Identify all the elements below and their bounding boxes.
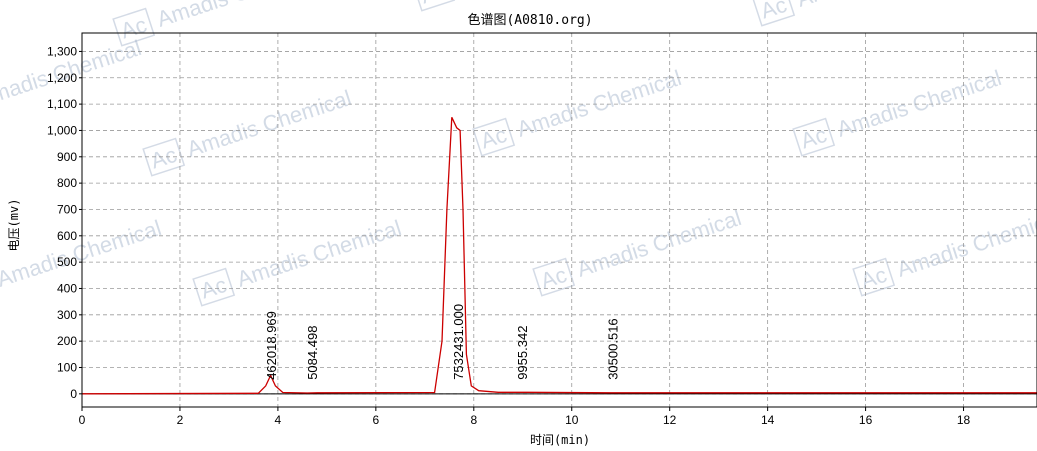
x-tick-label: 2 bbox=[177, 413, 184, 427]
series-layer bbox=[81, 117, 1037, 395]
x-tick-labels: 0 2 4 6 8 10 12 14 16 18 bbox=[79, 407, 971, 427]
x-tick-label: 18 bbox=[957, 413, 971, 427]
x-tick-label: 4 bbox=[275, 413, 282, 427]
x-tick-label: 10 bbox=[565, 413, 579, 427]
y-tick-label: 300 bbox=[57, 308, 77, 322]
watermark-logo-box bbox=[472, 117, 516, 157]
peak-area-label: 7532431.000 bbox=[451, 304, 466, 380]
watermark-text: Amadis Chemical bbox=[574, 205, 745, 282]
watermark-logo-box bbox=[112, 7, 156, 47]
y-tick-label: 800 bbox=[57, 176, 77, 190]
peak-area-label: 462018.969 bbox=[264, 311, 279, 380]
x-tick-label: 12 bbox=[663, 413, 677, 427]
watermark-logo-box bbox=[192, 267, 236, 307]
y-tick-labels: 0 100 200 300 400 500 600 700 800 900 1,000 1,100 1,… bbox=[47, 44, 82, 401]
watermark-logo-box bbox=[142, 137, 186, 177]
x-tick-label: 16 bbox=[859, 413, 873, 427]
watermark-logo-box bbox=[532, 257, 576, 297]
watermark-logo-box bbox=[852, 257, 896, 297]
y-tick-label: 500 bbox=[57, 255, 77, 269]
watermark-tile: Ac Amadis Chemical bbox=[752, 0, 965, 27]
chart-title: 色谱图(A0810.org) bbox=[467, 12, 592, 28]
watermark-text: Amadis Chemical bbox=[184, 85, 355, 162]
x-tick-label: 0 bbox=[79, 413, 86, 427]
y-tick-label: 200 bbox=[57, 334, 77, 348]
watermark-logo-text: Ac bbox=[418, 0, 450, 9]
y-tick-label: 100 bbox=[57, 360, 77, 374]
y-tick-label: 700 bbox=[57, 202, 77, 216]
watermark-logo-box bbox=[792, 117, 836, 157]
x-tick-label: 8 bbox=[470, 413, 477, 427]
watermark-logo-text: Ac bbox=[758, 0, 790, 24]
y-tick-label: 0 bbox=[70, 387, 77, 401]
peak-label-layer: 462018.969 5084.498 7532431.000 9955.342 305… bbox=[264, 304, 620, 380]
y-tick-label: 900 bbox=[57, 150, 77, 164]
peak-area-label: 30500.516 bbox=[605, 318, 620, 379]
peak-area-label: 5084.498 bbox=[305, 326, 320, 380]
y-axis-title: 电压(mv) bbox=[7, 199, 21, 252]
watermark-text: Amadis Chemical bbox=[894, 205, 1037, 282]
watermark-text: Amadis Chemical bbox=[154, 0, 325, 32]
x-axis-title: 时间(min) bbox=[530, 433, 590, 446]
watermark-text: Amadis Chemical bbox=[234, 215, 405, 292]
chromatogram-trace bbox=[81, 117, 1037, 395]
y-tick-label: 1,300 bbox=[47, 44, 77, 58]
x-tick-label: 6 bbox=[373, 413, 380, 427]
y-tick-label: 1,200 bbox=[47, 71, 77, 85]
x-tick-label: 14 bbox=[761, 413, 775, 427]
plot-frame bbox=[81, 32, 1037, 408]
watermark-logo-box bbox=[752, 0, 796, 27]
y-tick-label: 400 bbox=[57, 281, 77, 295]
watermark-text: Amadis Chemical bbox=[794, 0, 965, 12]
y-tick-label: 600 bbox=[57, 229, 77, 243]
watermark-logo-box bbox=[412, 0, 456, 12]
grid-layer bbox=[82, 33, 1037, 407]
peak-area-label: 9955.342 bbox=[515, 326, 530, 380]
y-tick-label: 1,100 bbox=[47, 97, 77, 111]
y-tick-label: 1,000 bbox=[47, 123, 77, 137]
